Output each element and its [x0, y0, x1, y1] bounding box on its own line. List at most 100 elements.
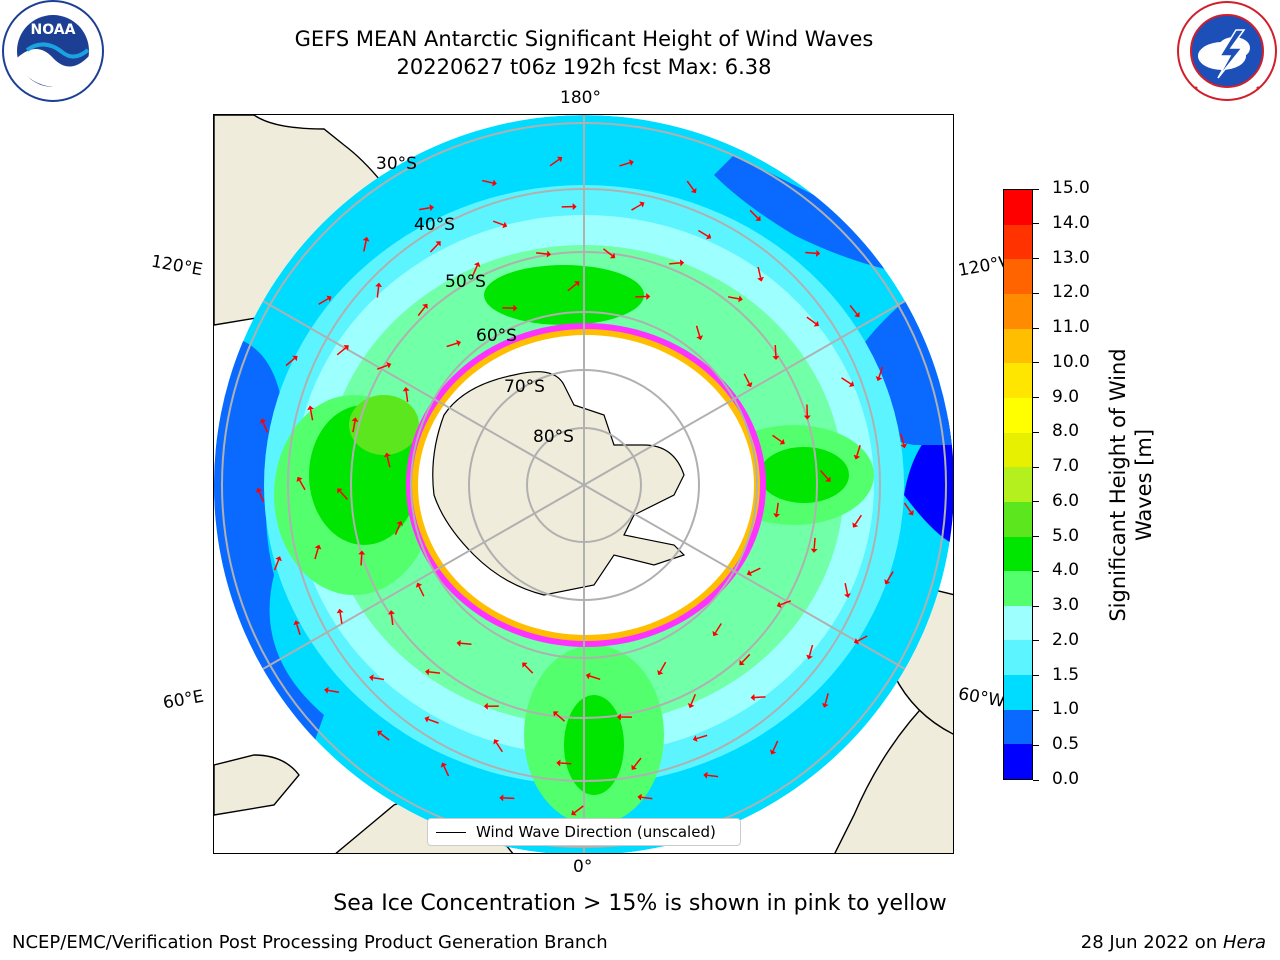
wave-direction-arrow — [808, 644, 814, 656]
colorbar-tick-label: 5.0 — [1052, 525, 1080, 546]
wave-direction-arrow — [417, 306, 426, 317]
wave-direction-arrowhead — [358, 550, 366, 555]
wave-direction-arrowhead — [396, 520, 403, 526]
wave-direction-arrow — [844, 583, 849, 595]
wave-direction-arrowhead — [639, 201, 645, 208]
wave-direction-arrowhead — [259, 418, 267, 424]
wave-direction-arrowhead — [848, 380, 855, 387]
colorbar-tick-label: 4.0 — [1052, 560, 1080, 581]
wave-direction-arrow — [419, 206, 431, 211]
wave-direction-arrowhead — [884, 579, 891, 585]
wave-direction-arrowhead — [556, 156, 563, 163]
lon-label-180: 180° — [560, 88, 601, 108]
colorbar-tick-label: 7.0 — [1052, 456, 1080, 477]
wave-direction-arrow — [339, 612, 343, 624]
wave-direction-arrowhead — [499, 794, 504, 802]
wave-direction-arrow — [824, 693, 829, 705]
wave-direction-arrowhead — [746, 382, 753, 388]
colorbar-segment — [1004, 259, 1032, 295]
wave-direction-arrowhead — [810, 548, 818, 553]
colorbar-tick — [1033, 431, 1039, 433]
wave-direction-arrowhead — [351, 417, 359, 422]
wave-direction-arrowhead — [854, 311, 860, 318]
wave-direction-arrowhead — [456, 639, 461, 647]
wave-direction-arrow — [857, 635, 868, 642]
lat-label-70s: 70°S — [504, 377, 545, 397]
wave-direction-arrowhead — [687, 703, 695, 709]
sea-ice-note: Sea Ice Concentration > 15% is shown in … — [333, 891, 947, 916]
wave-direction-arrowhead — [907, 510, 914, 516]
wave-direction-arrow — [285, 357, 295, 367]
wave-direction-arrow — [750, 567, 761, 574]
colorbar-tick-label: 11.0 — [1052, 317, 1090, 338]
colorbar-tick-label: 14.0 — [1052, 212, 1090, 233]
wave-direction-arrow — [390, 613, 394, 626]
colorbar-segment — [1004, 363, 1032, 398]
wave-direction-arrowhead — [712, 630, 719, 637]
wave-direction-arrow — [727, 296, 740, 300]
wave-direction-arrow — [806, 316, 817, 325]
wave-direction-arrow — [854, 514, 862, 525]
colorbar-segment — [1004, 536, 1032, 572]
wave-direction-arrowhead — [825, 476, 831, 482]
lat-label-30s: 30°S — [376, 154, 417, 174]
wave-direction-arrow — [805, 251, 817, 255]
wave-direction-arrow — [772, 434, 782, 443]
colorbar-tick — [1033, 675, 1039, 677]
wave-direction-arrowhead — [773, 513, 781, 518]
colorbar-title-line1: Significant Height of Wind — [1106, 347, 1130, 622]
colorbar-tick-label: 1.0 — [1052, 699, 1080, 720]
wave-direction-arrow — [446, 342, 458, 348]
wave-direction-arrow — [775, 502, 779, 514]
wave-direction-arrowhead — [852, 522, 859, 528]
colorbar-tick — [1033, 362, 1039, 364]
wave-direction-arrow — [560, 762, 572, 765]
wave-direction-arrowhead — [772, 355, 780, 361]
colorbar-segment — [1004, 744, 1032, 779]
wave-direction-arrow — [696, 734, 708, 740]
wave-direction-arrow — [309, 409, 314, 421]
wave-direction-arrowhead — [776, 601, 782, 608]
wave-direction-arrow — [372, 676, 385, 681]
wave-direction-arrow — [495, 742, 503, 753]
lat-label-80s: 80°S — [533, 427, 574, 447]
colorbar-tick-label: 13.0 — [1052, 247, 1090, 268]
wave-direction-arrow — [336, 347, 347, 356]
wave-direction-arrow — [772, 740, 779, 752]
wave-direction-arrowhead — [293, 620, 301, 626]
wave-direction-arrow — [262, 421, 269, 433]
colorbar-tick-label: 15.0 — [1052, 178, 1090, 198]
wave-direction-arrowhead — [326, 295, 332, 302]
colorbar-tick — [1033, 501, 1039, 503]
wave-direction-arrowhead — [402, 386, 410, 392]
wave-direction-arrowhead — [657, 669, 664, 676]
colorbar-segment — [1004, 571, 1032, 606]
wave-direction-arrow — [698, 229, 709, 237]
wave-direction-arrowhead — [435, 241, 441, 247]
wave-direction-arrowhead — [314, 544, 322, 550]
wave-direction-arrowhead — [502, 221, 508, 229]
wave-direction-arrowhead — [646, 292, 651, 300]
wave-direction-arrowhead — [679, 259, 685, 267]
wave-direction-arrow — [690, 693, 697, 705]
colorbar-segment — [1004, 397, 1032, 433]
polar-map[interactable]: 30°S 40°S 50°S 60°S 70°S 80°S — [213, 114, 954, 854]
wave-direction-arrow — [813, 537, 816, 549]
wave-direction-arrow — [376, 364, 388, 370]
colorbar-segment — [1004, 432, 1032, 468]
colorbar-tick — [1033, 779, 1039, 781]
wave-direction-arrowhead — [546, 250, 552, 258]
wave-direction-arrowhead — [255, 487, 263, 493]
wave-direction-arrow — [757, 266, 762, 278]
wave-direction-arrow — [327, 689, 340, 693]
wave-direction-arrowhead — [324, 686, 329, 694]
wave-direction-arrow — [318, 297, 329, 305]
colorbar-segment — [1004, 605, 1032, 641]
colorbar-segment — [1004, 467, 1032, 502]
wave-direction-arrow — [707, 774, 719, 778]
wave-direction-arrowhead — [275, 556, 282, 562]
colorbar-tick — [1033, 327, 1039, 329]
wave-direction-arrowhead — [296, 476, 303, 482]
wave-direction-arrowhead — [369, 674, 374, 682]
wave-direction-arrowhead — [386, 362, 392, 369]
